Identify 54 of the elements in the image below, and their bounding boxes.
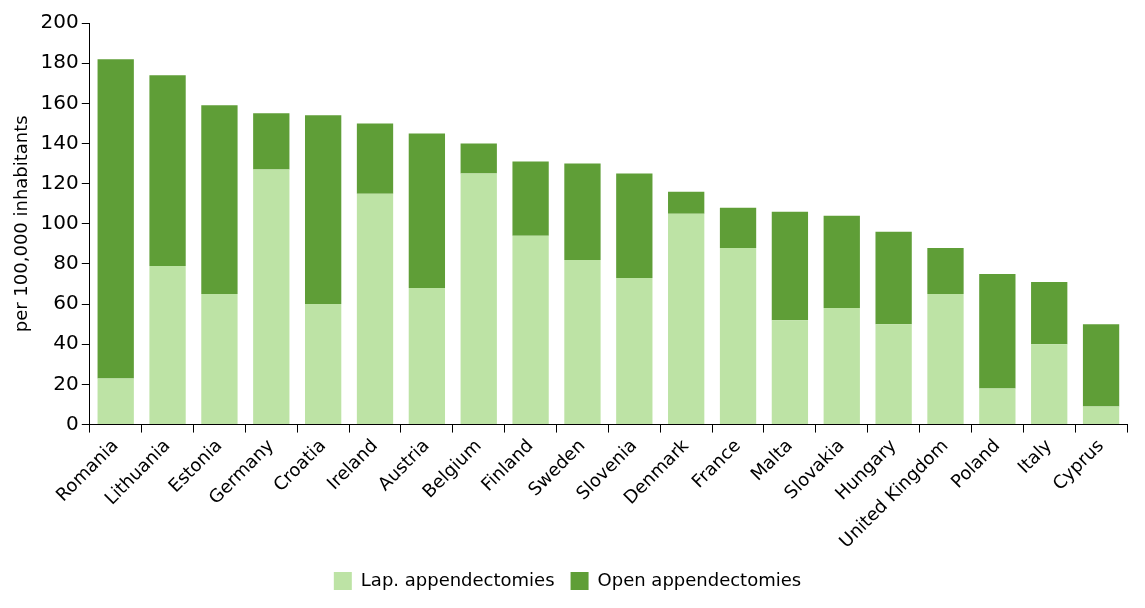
bar [927, 294, 964, 425]
bar [668, 191, 705, 214]
y-tick-label: 140 [40, 129, 79, 154]
bar [356, 123, 394, 194]
y-axis-title: per 100,000 inhabitants [10, 115, 32, 333]
bar [771, 211, 809, 321]
bar [97, 59, 134, 379]
bar [1031, 282, 1068, 345]
bar [201, 105, 238, 295]
bar [616, 173, 653, 278]
bar [460, 173, 497, 425]
bar [1031, 344, 1068, 425]
bar [356, 193, 394, 425]
bar [97, 378, 134, 425]
bar [616, 278, 653, 425]
bar [305, 115, 342, 305]
y-tick-label: 160 [40, 89, 79, 114]
bar [253, 169, 290, 425]
bar [823, 308, 860, 425]
bar [408, 133, 446, 289]
bar [719, 247, 757, 425]
bar [719, 207, 757, 248]
bar [253, 113, 290, 170]
y-tick-label: 40 [53, 330, 79, 355]
bar [1082, 406, 1120, 425]
legend-label: Open appendectomies [597, 568, 802, 590]
bar [927, 247, 964, 295]
y-tick-label: 60 [53, 290, 79, 315]
bar [1082, 324, 1120, 407]
bar [149, 265, 186, 425]
bar [771, 320, 809, 425]
bar [201, 294, 238, 425]
bar [305, 304, 342, 425]
bar [668, 213, 705, 425]
bar [512, 235, 549, 425]
y-tick-label: 180 [40, 49, 79, 74]
bar [408, 288, 446, 425]
bar [512, 161, 549, 236]
bar [875, 324, 912, 425]
bar [979, 273, 1016, 389]
bar [979, 388, 1016, 425]
y-tick-label: 100 [40, 209, 79, 234]
y-tick-label: 120 [40, 169, 79, 194]
legend-label: Lap. appendectomies [360, 568, 555, 590]
bar [149, 75, 186, 266]
y-tick-label: 0 [66, 410, 79, 435]
y-tick-label: 80 [53, 250, 79, 275]
bar [875, 231, 912, 325]
y-tick-label: 200 [40, 9, 79, 34]
bar [823, 215, 860, 309]
bar [564, 163, 601, 260]
y-tick-label: 20 [53, 370, 79, 395]
bar [460, 143, 497, 174]
bar [564, 259, 601, 425]
